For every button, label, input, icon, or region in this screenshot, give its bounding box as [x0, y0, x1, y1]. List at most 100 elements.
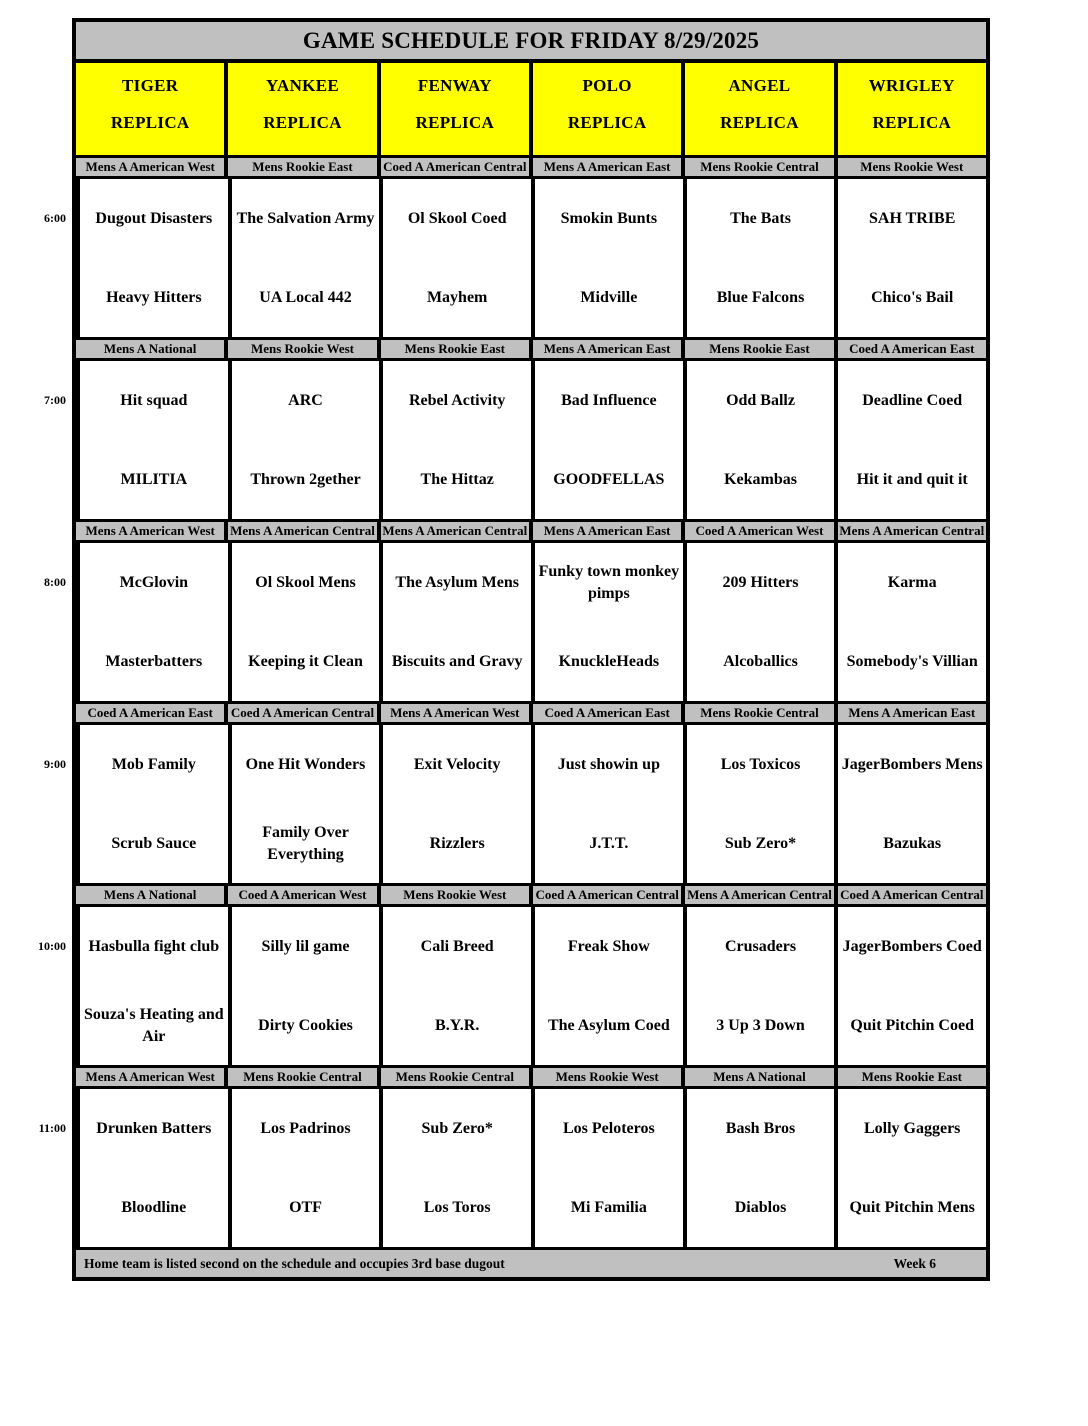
game-cell: Rebel Activity The Hittaz — [379, 361, 532, 519]
division-label: Coed A American Central — [376, 155, 529, 179]
footer-note: Home team is listed second on the schedu… — [84, 1255, 505, 1271]
away-team: Los Toxicos — [720, 755, 801, 773]
game-cell: Karma Somebody's Villian — [834, 543, 987, 701]
field-replica-label: REPLICA — [415, 113, 495, 132]
home-team: Bloodline — [121, 1198, 187, 1216]
game-cell: One Hit Wonders Family Over Everything — [227, 725, 380, 883]
away-team: Ol Skool Mens — [255, 573, 356, 591]
field-name: ANGEL — [728, 76, 791, 95]
home-team: OTF — [289, 1198, 322, 1216]
division-label: Mens Rookie Central — [681, 701, 834, 725]
home-team: Masterbatters — [105, 652, 203, 670]
game-cell: ARC Thrown 2gether — [227, 361, 380, 519]
away-team: Odd Ballz — [726, 391, 795, 409]
schedule-page: GAME SCHEDULE FOR FRIDAY 8/29/2025 TIGER… — [38, 18, 990, 1281]
game-cell: SAH TRIBE Chico's Bail — [834, 179, 987, 337]
game-cell: Los Toxicos Sub Zero* — [682, 725, 835, 883]
away-team: Ol Skool Coed — [407, 209, 507, 227]
away-team: The Salvation Army — [236, 209, 375, 227]
home-team: Heavy Hitters — [106, 288, 202, 306]
time-label: 11:00 — [38, 1121, 66, 1135]
division-label: Mens A National — [76, 337, 225, 361]
away-team: 209 Hitters — [722, 573, 799, 591]
away-team: Los Peloteros — [563, 1119, 655, 1137]
away-team: Cali Breed — [420, 937, 494, 955]
division-label: Mens A American West — [76, 155, 225, 179]
games-row-6pm: 6:00 Dugout Disasters Heavy Hitters The … — [44, 179, 987, 337]
away-team: Mob Family — [111, 755, 196, 773]
away-team: Lolly Gaggers — [863, 1119, 961, 1137]
home-team: Biscuits and Gravy — [391, 652, 523, 670]
division-label: Mens A American East — [528, 155, 682, 179]
field-name: FENWAY — [417, 76, 492, 95]
game-cell: Hasbulla fight club Souza's Heating and … — [76, 907, 228, 1065]
away-team: Dugout Disasters — [95, 209, 213, 227]
home-team: MILITIA — [120, 470, 188, 488]
game-cell: The Asylum Mens Biscuits and Gravy — [379, 543, 532, 701]
division-label: Mens A National — [681, 1065, 834, 1089]
games-row-8pm: 8:00 McGlovin Masterbatters Ol Skool Men… — [44, 543, 987, 701]
field-header-fenway: FENWAY REPLICA — [376, 63, 529, 155]
away-team: Sub Zero* — [421, 1119, 493, 1137]
division-label: Mens A American Central — [681, 883, 834, 907]
home-team: Quit Pitchin Coed — [850, 1016, 974, 1034]
game-cell: Odd Ballz Kekambas — [682, 361, 835, 519]
games-row-11pm: 11:00 Drunken Batters Bloodline Los Padr… — [39, 1089, 987, 1247]
home-team: The Asylum Coed — [547, 1016, 670, 1034]
division-row: Mens A American West Mens Rookie Central… — [76, 1065, 986, 1089]
game-cell: Ol Skool Coed Mayhem — [379, 179, 532, 337]
field-name: TIGER — [122, 76, 179, 95]
away-team: Crusaders — [724, 937, 797, 955]
home-team: GOODFELLAS — [553, 470, 665, 488]
game-cell: Los Padrinos OTF — [227, 1089, 380, 1247]
division-label: Mens A American East — [528, 337, 682, 361]
time-label: 9:00 — [44, 757, 66, 771]
home-team: Blue Falcons — [716, 288, 805, 306]
game-cell: The Bats Blue Falcons — [682, 179, 835, 337]
division-row: Mens A National Coed A American West Men… — [76, 883, 986, 907]
home-team: 3 Up 3 Down — [716, 1016, 805, 1034]
game-cell: Lolly Gaggers Quit Pitchin Mens — [834, 1089, 987, 1247]
division-label: Coed A American West — [224, 883, 377, 907]
away-team: JagerBombers Mens — [841, 755, 983, 773]
away-team: Drunken Batters — [96, 1119, 212, 1137]
field-header-tiger: TIGER REPLICA — [76, 63, 225, 155]
schedule-table: GAME SCHEDULE FOR FRIDAY 8/29/2025 TIGER… — [38, 18, 990, 1281]
division-label: Mens Rookie West — [224, 337, 377, 361]
game-cell: 209 Hitters Alcoballics — [682, 543, 835, 701]
games-row-7pm: 7:00 Hit squad MILITIA ARC Thrown 2gethe… — [44, 361, 987, 519]
division-label: Mens Rookie East — [681, 337, 834, 361]
division-label: Coed A American East — [76, 701, 225, 725]
game-cell: Hit squad MILITIA — [76, 361, 228, 519]
division-label: Mens Rookie Central — [376, 1065, 529, 1089]
home-team: Rizzlers — [429, 834, 485, 852]
home-team: Alcoballics — [723, 652, 798, 670]
field-name: POLO — [582, 76, 632, 95]
division-label: Coed A American East — [528, 701, 682, 725]
game-cell: Freak Show The Asylum Coed — [531, 907, 683, 1065]
home-team: Thrown 2gether — [250, 470, 361, 488]
home-team: Midville — [580, 288, 638, 306]
game-cell: McGlovin Masterbatters — [76, 543, 228, 701]
division-label: Mens A American Central — [833, 519, 986, 543]
away-team: Bash Bros — [725, 1119, 796, 1137]
game-cell: The Salvation Army UA Local 442 — [227, 179, 380, 337]
field-replica-label: REPLICA — [263, 113, 342, 132]
away-team: Deadline Coed — [862, 391, 963, 409]
game-cell: JagerBombers Mens Bazukas — [834, 725, 987, 883]
away-team: Exit Velocity — [413, 755, 501, 773]
away-team: Rebel Activity — [408, 391, 506, 409]
away-team: Karma — [887, 573, 937, 591]
division-label: Mens A American Central — [376, 519, 529, 543]
away-team: Silly lil game — [261, 937, 350, 955]
game-cell: Cali Breed B.Y.R. — [379, 907, 532, 1065]
game-cell: Bad Influence GOODFELLAS — [531, 361, 683, 519]
home-team: KnuckleHeads — [558, 652, 660, 670]
away-team: Just showin up — [557, 755, 660, 773]
home-team: Hit it and quit it — [856, 470, 968, 488]
home-team: The Hittaz — [420, 470, 494, 488]
division-label: Coed A American Central — [224, 701, 377, 725]
home-team: Mi Familia — [570, 1198, 647, 1216]
games-row-9pm: 9:00 Mob Family Scrub Sauce One Hit Wond… — [44, 725, 987, 883]
home-team: Souza's Heating and Air — [84, 1005, 224, 1045]
